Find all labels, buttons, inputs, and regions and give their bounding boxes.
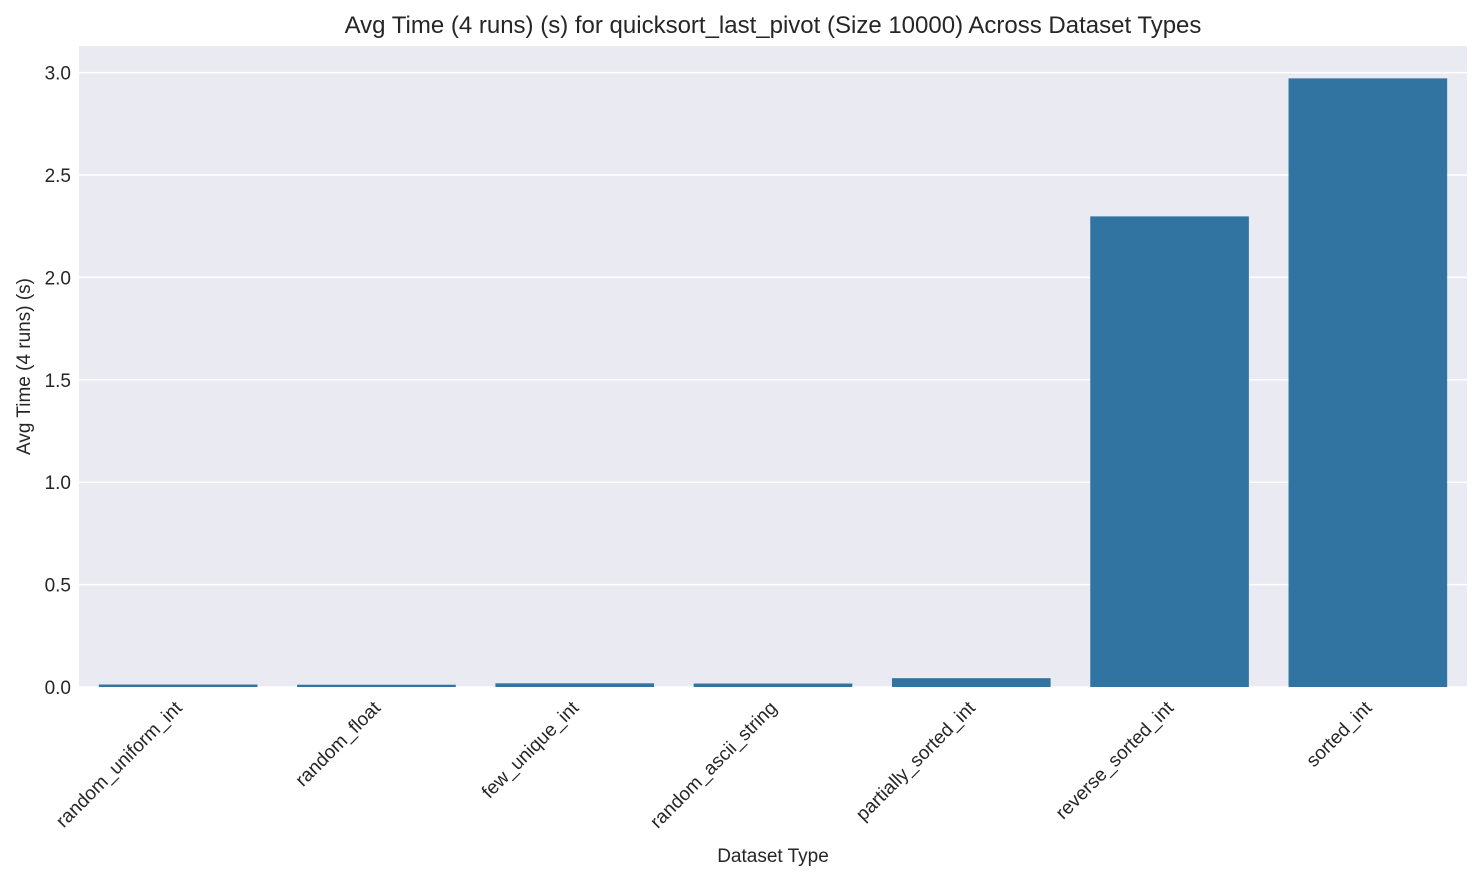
bars	[98, 78, 1448, 688]
y-tick-label: 0.5	[45, 576, 71, 597]
x-axis-label: Dataset Type	[717, 846, 829, 867]
y-tick-label: 2.5	[45, 166, 71, 187]
x-tick-label: reverse_sorted_int	[1052, 697, 1179, 824]
x-tick-label: random_float	[292, 697, 386, 791]
bar-few_unique_int	[495, 683, 655, 687]
y-axis-ticks: 0.0 0.5 1.0 1.5 2.0 2.5 3.0	[45, 64, 71, 699]
gridlines	[79, 71, 1467, 688]
y-tick-label: 0.0	[45, 678, 71, 699]
x-tick-label: sorted_int	[1303, 697, 1377, 771]
bar-sorted_int	[1288, 78, 1448, 688]
bar-partially_sorted_int	[891, 678, 1051, 687]
x-tick-label: random_uniform_int	[52, 697, 187, 832]
bar-random_uniform_int	[98, 684, 258, 687]
y-tick-label: 2.0	[45, 268, 71, 289]
y-tick-label: 1.0	[45, 473, 71, 494]
bar-reverse_sorted_int	[1090, 216, 1249, 688]
y-tick-label: 1.5	[45, 371, 71, 392]
chart-title: Avg Time (4 runs) (s) for quicksort_last…	[345, 12, 1202, 39]
x-tick-label: partially_sorted_int	[852, 697, 980, 825]
bar-random_ascii_string	[693, 683, 853, 687]
y-axis-label: Avg Time (4 runs) (s)	[14, 278, 35, 455]
y-tick-label: 3.0	[45, 64, 71, 85]
bar-random_float	[297, 684, 456, 687]
x-tick-label: few_unique_int	[478, 697, 584, 803]
plot-background	[79, 46, 1467, 687]
x-tick-label: random_ascii_string	[646, 698, 781, 833]
x-axis-ticks: random_uniform_int random_float few_unique…	[52, 697, 1377, 833]
